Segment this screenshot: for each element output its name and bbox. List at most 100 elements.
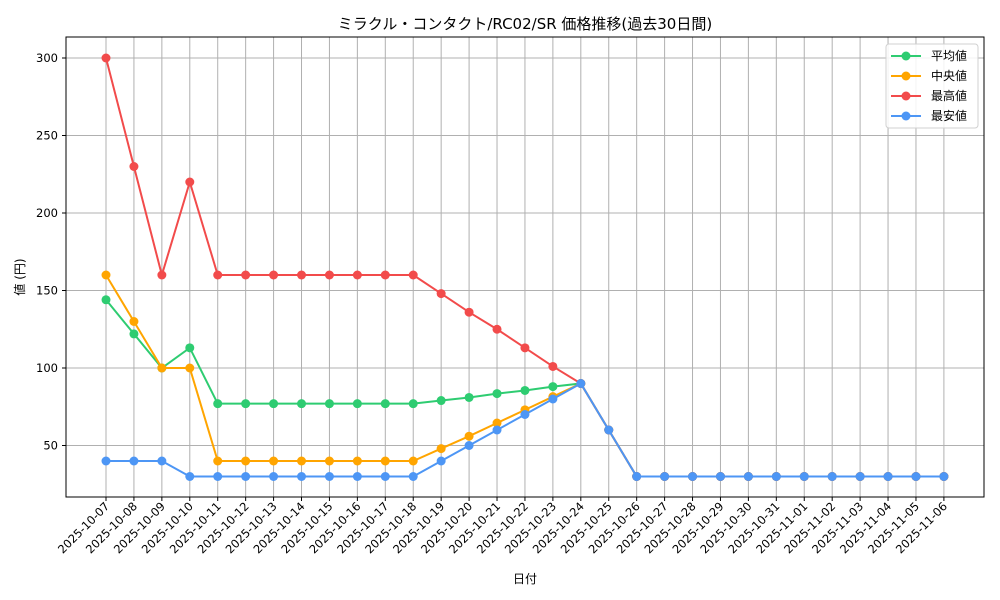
data-point (324, 270, 334, 280)
legend-item: 最高値 (891, 88, 967, 103)
data-point (185, 343, 195, 353)
legend-label: 最高値 (931, 88, 967, 103)
y-tick-label: 150 (36, 284, 58, 298)
data-point (157, 363, 167, 373)
data-point (157, 456, 167, 466)
y-tick-label: 300 (36, 51, 58, 65)
data-point (185, 472, 195, 481)
data-point (408, 456, 418, 466)
data-point (743, 472, 753, 481)
data-point (269, 472, 279, 481)
data-point (352, 270, 362, 280)
data-point (213, 456, 223, 466)
data-point (129, 317, 139, 326)
data-point (324, 472, 334, 481)
data-point (436, 289, 446, 299)
data-point (324, 456, 334, 466)
data-point (185, 363, 195, 373)
data-point (129, 456, 139, 466)
y-tick-label: 50 (43, 439, 58, 453)
data-point (213, 399, 223, 409)
data-point (324, 399, 334, 409)
data-point (408, 472, 418, 481)
data-point (855, 472, 865, 481)
data-point (939, 472, 949, 481)
x-axis-label: 日付 (513, 572, 537, 586)
legend-item: 最安値 (891, 108, 967, 123)
data-point (380, 270, 390, 280)
data-point (241, 456, 251, 466)
data-point (576, 379, 586, 388)
data-point (269, 456, 279, 466)
data-point (771, 472, 781, 481)
data-point (241, 472, 251, 481)
data-point (213, 270, 223, 280)
data-point (408, 270, 418, 280)
chart-title: ミラクル・コンタクト/RC02/SR 価格推移(過去30日間) (338, 15, 712, 33)
data-point (101, 456, 111, 466)
data-point (464, 392, 474, 402)
data-point (883, 472, 893, 481)
data-point (604, 425, 614, 435)
data-point (297, 456, 307, 466)
data-point (213, 472, 223, 481)
data-point (436, 456, 446, 466)
data-point (101, 295, 111, 305)
data-point (241, 270, 251, 280)
data-point (352, 456, 362, 466)
data-point (632, 472, 642, 481)
data-point (548, 382, 558, 392)
data-point (492, 425, 502, 435)
data-point (101, 270, 111, 280)
data-point (548, 361, 558, 371)
y-tick-label: 100 (36, 361, 58, 375)
data-point (297, 270, 307, 280)
data-point (660, 472, 670, 481)
legend-marker-icon (901, 91, 911, 101)
legend-item: 中央値 (891, 68, 967, 83)
data-point (380, 456, 390, 466)
data-point (688, 472, 698, 481)
data-point (352, 399, 362, 409)
series-最安値 (101, 379, 949, 481)
legend-label: 中央値 (931, 68, 967, 83)
data-point (492, 389, 502, 399)
data-point (352, 472, 362, 481)
y-axis-label: 値 (円) (12, 258, 27, 295)
data-point (241, 399, 251, 409)
legend-marker-icon (901, 111, 911, 121)
data-point (297, 472, 307, 481)
data-point (492, 324, 502, 334)
data-point (436, 396, 446, 406)
data-point (520, 385, 530, 395)
data-point (380, 472, 390, 481)
data-point (129, 162, 139, 171)
data-point (269, 399, 279, 409)
y-tick-label: 250 (36, 129, 58, 143)
series-lines (101, 53, 949, 481)
legend-box (885, 43, 979, 129)
data-point (520, 410, 530, 419)
data-point (911, 472, 921, 481)
y-axis-ticks: 50 100 150 200 250 300 (36, 51, 66, 453)
data-point (520, 343, 530, 353)
data-point (827, 472, 837, 481)
data-point (101, 53, 111, 63)
grid-lines (66, 37, 984, 497)
legend-item: 平均値 (891, 48, 967, 63)
data-point (715, 472, 725, 481)
data-point (464, 307, 474, 317)
data-point (380, 399, 390, 409)
data-point (464, 431, 474, 441)
legend-marker-icon (901, 71, 911, 81)
data-point (464, 441, 474, 450)
data-point (548, 394, 558, 404)
data-point (492, 418, 502, 428)
data-point (157, 270, 167, 280)
data-point (185, 177, 195, 187)
data-point (129, 329, 139, 339)
data-point (436, 444, 446, 454)
data-point (799, 472, 809, 481)
